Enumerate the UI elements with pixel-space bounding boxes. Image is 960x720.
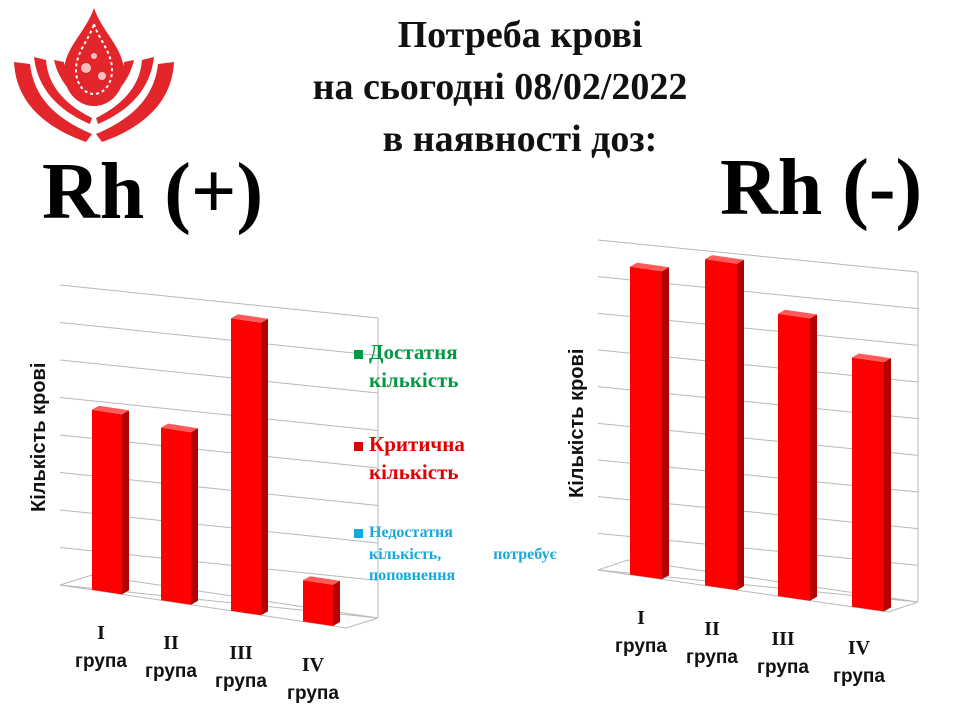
gridline xyxy=(597,239,919,273)
bar-2 xyxy=(161,427,191,605)
chart-title-rh-negative: Rh (-) xyxy=(720,144,923,232)
hands-icon xyxy=(14,57,174,142)
bar-4 xyxy=(303,580,333,627)
blood-drop-icon xyxy=(64,8,124,106)
bar-side xyxy=(884,358,891,612)
category-roman: II xyxy=(704,618,720,640)
bar-side xyxy=(333,580,340,627)
bar-top xyxy=(231,314,268,323)
legend-label-2: кількість xyxy=(369,460,459,485)
bar-side xyxy=(810,314,817,601)
category-roman: III xyxy=(771,628,795,650)
bar-2 xyxy=(705,259,737,591)
bar-side xyxy=(191,428,198,605)
category-word: група xyxy=(833,666,885,687)
chart-1-ylabel: Кількість крові xyxy=(28,362,50,512)
legend-item-critical: Критична кількість xyxy=(354,430,465,487)
bar-top xyxy=(303,576,340,585)
legend-label-2: кількість, xyxy=(369,545,442,563)
bar-top xyxy=(92,405,129,415)
category-roman: IV xyxy=(301,654,325,676)
chart-2-category-3: III група xyxy=(748,624,818,683)
legend-swatch xyxy=(354,349,363,359)
bar-side xyxy=(261,318,268,616)
category-roman: IV xyxy=(847,637,871,659)
bar-3 xyxy=(231,318,261,616)
chart-2-category-2: II група xyxy=(677,614,747,673)
legend-label-extra: потребує xyxy=(493,545,557,563)
category-word: група xyxy=(75,651,127,672)
legend-label-2: кількість xyxy=(369,368,459,393)
gridline xyxy=(59,322,379,356)
chart-2-ylabel: Кількість крові xyxy=(566,348,588,498)
chart-1-category-2: II група xyxy=(136,628,206,687)
header-line-1: Потреба крові xyxy=(397,14,643,56)
gridline xyxy=(59,359,379,394)
blood-donation-logo xyxy=(14,8,174,142)
category-word: група xyxy=(757,657,809,678)
legend-label: Критична xyxy=(369,432,465,456)
bar-1 xyxy=(630,266,662,580)
category-word: група xyxy=(145,661,197,682)
chart-title-rh-positive: Rh (+) xyxy=(42,148,264,236)
gridline xyxy=(59,397,379,431)
legend-label: Недостатня xyxy=(369,524,453,541)
chart-1-category-1: I група xyxy=(66,618,136,677)
category-roman: I xyxy=(97,622,105,644)
category-word: група xyxy=(287,683,339,704)
category-word: група xyxy=(686,647,738,668)
bar-4 xyxy=(852,357,884,612)
legend-label-3: поповнення xyxy=(369,567,456,585)
legend-label: Достатня xyxy=(369,340,458,364)
chart-1-category-4: IV група xyxy=(278,650,348,709)
bar-top xyxy=(778,309,817,319)
bar-side xyxy=(737,259,744,591)
header-line-2: на сьогодні 08/02/2022 xyxy=(312,66,688,108)
bar-top xyxy=(852,353,891,363)
header-line-3: в наявності доз: xyxy=(382,118,658,160)
bar-side xyxy=(122,410,129,595)
chart-1-category-3: III група xyxy=(206,638,276,697)
legend-item-sufficient: Достатня кількість xyxy=(354,338,459,395)
bar-top xyxy=(630,262,669,272)
legend-swatch xyxy=(354,441,363,451)
category-roman: II xyxy=(163,632,179,654)
bar-side xyxy=(662,267,669,580)
category-roman: I xyxy=(637,607,645,629)
category-roman: III xyxy=(229,642,253,664)
category-word: група xyxy=(215,671,267,692)
bar-top xyxy=(161,423,198,433)
legend-item-insufficient: Недостатня кількість, потребує поповнення xyxy=(354,522,594,587)
bar-top xyxy=(705,255,744,264)
category-word: група xyxy=(615,636,667,657)
legend-swatch xyxy=(354,528,363,538)
gridline xyxy=(59,284,379,319)
bar-1 xyxy=(92,409,122,595)
chart-2-category-4: IV група xyxy=(824,633,894,692)
bar-3 xyxy=(778,313,810,601)
chart-2-category-1: I група xyxy=(606,603,676,662)
